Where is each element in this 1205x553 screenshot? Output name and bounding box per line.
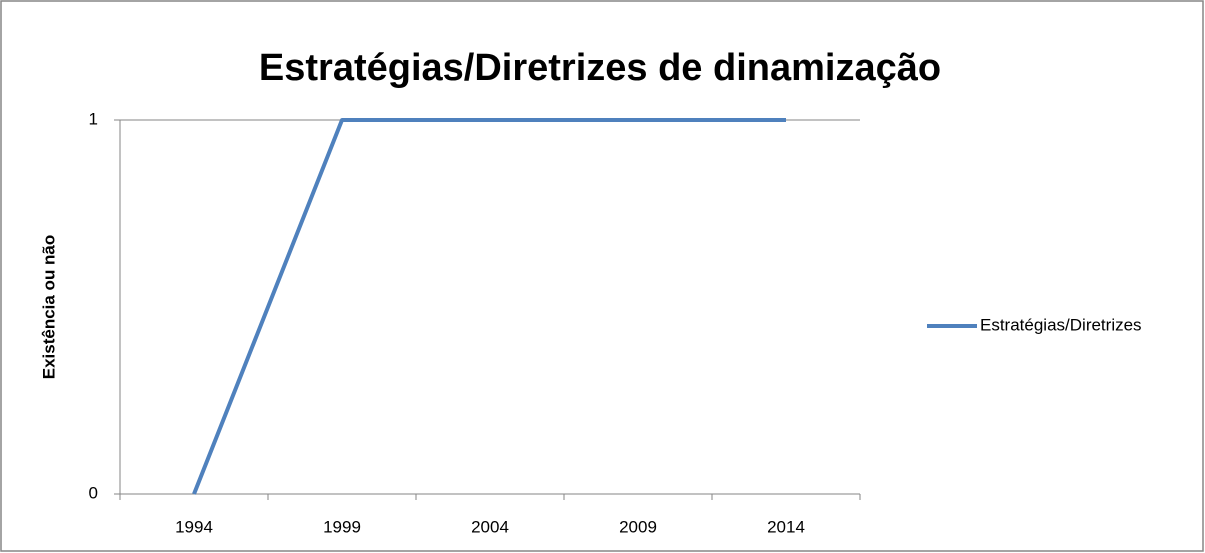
- x-tick-label: 1994: [175, 517, 213, 536]
- chart-title: Estratégias/Diretrizes de dinamização: [259, 47, 941, 89]
- x-tick-label: 1999: [323, 517, 361, 536]
- y-tick-label: 0: [89, 483, 98, 502]
- series-line: [192, 118, 786, 495]
- y-axis-label: Existência ou não: [39, 235, 58, 380]
- x-tick-label: 2004: [471, 517, 509, 536]
- y-tick-label: 1: [89, 109, 98, 128]
- x-tick-label: 2014: [767, 517, 805, 536]
- x-tick-label: 2009: [619, 517, 657, 536]
- legend-label: Estratégias/Diretrizes: [980, 315, 1142, 334]
